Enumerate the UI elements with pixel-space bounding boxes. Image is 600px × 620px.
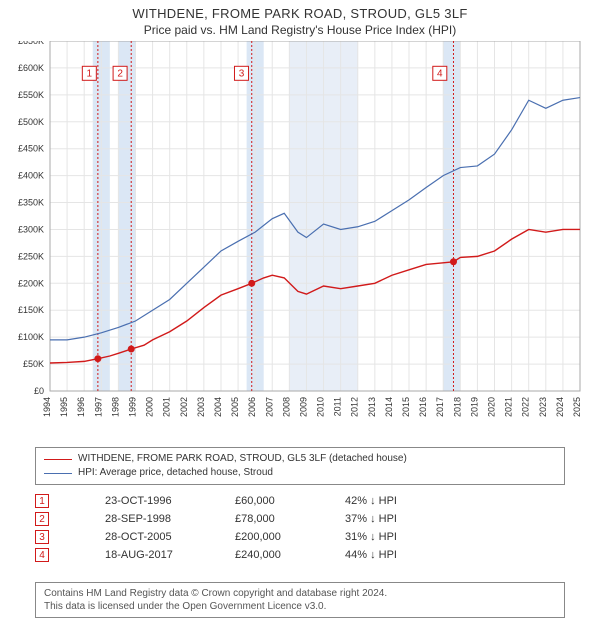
svg-text:£600K: £600K (18, 63, 44, 73)
svg-text:£650K: £650K (18, 41, 44, 46)
svg-text:3: 3 (239, 68, 245, 79)
svg-text:£250K: £250K (18, 251, 44, 261)
svg-text:4: 4 (437, 68, 443, 79)
transaction-marker: 2 (35, 512, 49, 526)
plot-holder: £0 £50K £100K £150K £200K £250K £300K £350K £400… (0, 41, 600, 441)
transaction-price: £240,000 (235, 546, 345, 564)
transaction-date: 28-SEP-1998 (105, 510, 235, 528)
svg-text:2014: 2014 (384, 397, 394, 417)
transaction-date: 28-OCT-2005 (105, 528, 235, 546)
legend-row: HPI: Average price, detached house, Stro… (44, 466, 556, 480)
svg-text:2010: 2010 (316, 397, 326, 417)
svg-text:2017: 2017 (435, 397, 445, 417)
footer-box: Contains HM Land Registry data © Crown c… (35, 582, 565, 618)
svg-text:£50K: £50K (23, 359, 44, 369)
svg-text:£400K: £400K (18, 171, 44, 181)
transaction-price: £60,000 (235, 492, 345, 510)
svg-text:£550K: £550K (18, 90, 44, 100)
svg-text:£500K: £500K (18, 117, 44, 127)
svg-text:2019: 2019 (469, 397, 479, 417)
table-row: 4 18-AUG-2017£240,00044% ↓ HPI (35, 546, 455, 564)
svg-text:£150K: £150K (18, 305, 44, 315)
chart-svg: £0 £50K £100K £150K £200K £250K £300K £350K £400… (0, 41, 600, 441)
svg-text:£200K: £200K (18, 278, 44, 288)
svg-text:2005: 2005 (230, 397, 240, 417)
svg-text:2009: 2009 (298, 397, 308, 417)
svg-text:2002: 2002 (179, 397, 189, 417)
legend-label: WITHDENE, FROME PARK ROAD, STROUD, GL5 3… (78, 452, 407, 466)
footer-line2: This data is licensed under the Open Gov… (44, 600, 556, 613)
svg-text:2015: 2015 (401, 397, 411, 417)
legend-row: WITHDENE, FROME PARK ROAD, STROUD, GL5 3… (44, 452, 556, 466)
svg-text:1997: 1997 (93, 397, 103, 417)
svg-text:2007: 2007 (264, 397, 274, 417)
svg-text:1996: 1996 (76, 397, 86, 417)
svg-text:2: 2 (117, 68, 123, 79)
svg-text:2006: 2006 (247, 397, 257, 417)
legend-swatch (44, 459, 72, 460)
transaction-price: £78,000 (235, 510, 345, 528)
chart-subtitle: Price paid vs. HM Land Registry's House … (0, 23, 600, 37)
table-row: 1 23-OCT-1996£60,00042% ↓ HPI (35, 492, 455, 510)
transaction-date: 18-AUG-2017 (105, 546, 235, 564)
svg-text:2022: 2022 (521, 397, 531, 417)
svg-text:2016: 2016 (418, 397, 428, 417)
svg-text:1994: 1994 (42, 397, 52, 417)
transaction-date: 23-OCT-1996 (105, 492, 235, 510)
transaction-diff: 37% ↓ HPI (345, 510, 455, 528)
footer-line1: Contains HM Land Registry data © Crown c… (44, 587, 556, 600)
svg-text:2024: 2024 (555, 397, 565, 417)
svg-text:2013: 2013 (367, 397, 377, 417)
svg-text:£100K: £100K (18, 332, 44, 342)
svg-text:1: 1 (87, 68, 93, 79)
svg-text:2021: 2021 (504, 397, 514, 417)
svg-text:£350K: £350K (18, 198, 44, 208)
transaction-price: £200,000 (235, 528, 345, 546)
svg-text:2004: 2004 (213, 397, 223, 417)
svg-text:£0: £0 (34, 386, 44, 396)
transaction-marker: 4 (35, 548, 49, 562)
chart-title: WITHDENE, FROME PARK ROAD, STROUD, GL5 3… (0, 6, 600, 21)
legend-label: HPI: Average price, detached house, Stro… (78, 466, 273, 480)
svg-text:1999: 1999 (127, 397, 137, 417)
svg-text:2023: 2023 (538, 397, 548, 417)
transaction-diff: 42% ↓ HPI (345, 492, 455, 510)
legend-swatch (44, 473, 72, 474)
chart-container: WITHDENE, FROME PARK ROAD, STROUD, GL5 3… (0, 0, 600, 620)
transaction-diff: 44% ↓ HPI (345, 546, 455, 564)
svg-text:1995: 1995 (59, 397, 69, 417)
svg-text:2025: 2025 (572, 397, 582, 417)
svg-text:1998: 1998 (110, 397, 120, 417)
svg-text:2018: 2018 (452, 397, 462, 417)
legend-box: WITHDENE, FROME PARK ROAD, STROUD, GL5 3… (35, 447, 565, 485)
title-block: WITHDENE, FROME PARK ROAD, STROUD, GL5 3… (0, 0, 600, 37)
svg-text:£450K: £450K (18, 144, 44, 154)
transaction-marker: 1 (35, 494, 49, 508)
table-row: 2 28-SEP-1998£78,00037% ↓ HPI (35, 510, 455, 528)
svg-text:2001: 2001 (162, 397, 172, 417)
svg-text:2011: 2011 (333, 397, 343, 416)
svg-text:2020: 2020 (487, 397, 497, 417)
transactions-table: 1 23-OCT-1996£60,00042% ↓ HPI 2 28-SEP-1998… (35, 492, 455, 564)
transaction-marker: 3 (35, 530, 49, 544)
svg-text:2000: 2000 (145, 397, 155, 417)
transaction-diff: 31% ↓ HPI (345, 528, 455, 546)
svg-text:2008: 2008 (281, 397, 291, 417)
table-row: 3 28-OCT-2005£200,00031% ↓ HPI (35, 528, 455, 546)
svg-text:2012: 2012 (350, 397, 360, 417)
svg-text:£300K: £300K (18, 224, 44, 234)
svg-text:2003: 2003 (196, 397, 206, 417)
